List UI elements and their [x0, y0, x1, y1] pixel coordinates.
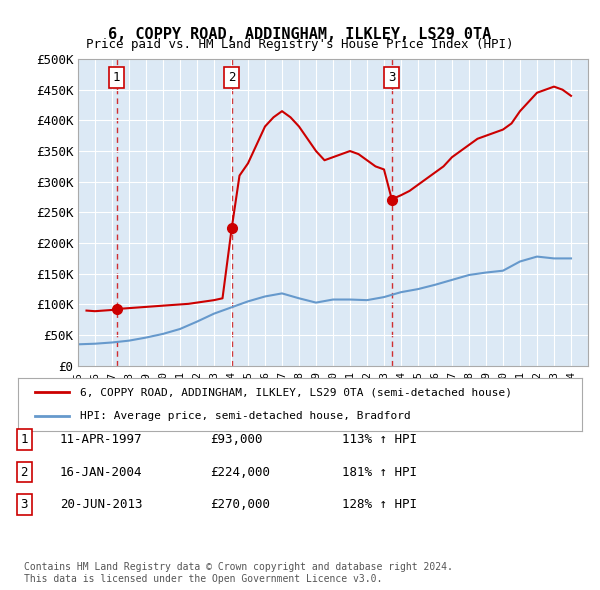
Text: Price paid vs. HM Land Registry's House Price Index (HPI): Price paid vs. HM Land Registry's House …: [86, 38, 514, 51]
Text: Contains HM Land Registry data © Crown copyright and database right 2024.
This d: Contains HM Land Registry data © Crown c…: [24, 562, 453, 584]
Text: 16-JAN-2004: 16-JAN-2004: [60, 466, 143, 478]
Text: 11-APR-1997: 11-APR-1997: [60, 433, 143, 446]
Text: 1: 1: [20, 433, 28, 446]
Text: 3: 3: [20, 498, 28, 511]
Text: HPI: Average price, semi-detached house, Bradford: HPI: Average price, semi-detached house,…: [80, 411, 411, 421]
Text: 113% ↑ HPI: 113% ↑ HPI: [342, 433, 417, 446]
Text: 6, COPPY ROAD, ADDINGHAM, ILKLEY, LS29 0TA (semi-detached house): 6, COPPY ROAD, ADDINGHAM, ILKLEY, LS29 0…: [80, 388, 512, 398]
Text: 3: 3: [388, 71, 396, 84]
Text: 20-JUN-2013: 20-JUN-2013: [60, 498, 143, 511]
Text: 2: 2: [20, 466, 28, 478]
Text: £93,000: £93,000: [210, 433, 263, 446]
Text: £224,000: £224,000: [210, 466, 270, 478]
Text: 2: 2: [228, 71, 235, 84]
Text: £270,000: £270,000: [210, 498, 270, 511]
Text: 128% ↑ HPI: 128% ↑ HPI: [342, 498, 417, 511]
Text: 181% ↑ HPI: 181% ↑ HPI: [342, 466, 417, 478]
Text: 1: 1: [113, 71, 121, 84]
Text: 6, COPPY ROAD, ADDINGHAM, ILKLEY, LS29 0TA: 6, COPPY ROAD, ADDINGHAM, ILKLEY, LS29 0…: [109, 27, 491, 41]
